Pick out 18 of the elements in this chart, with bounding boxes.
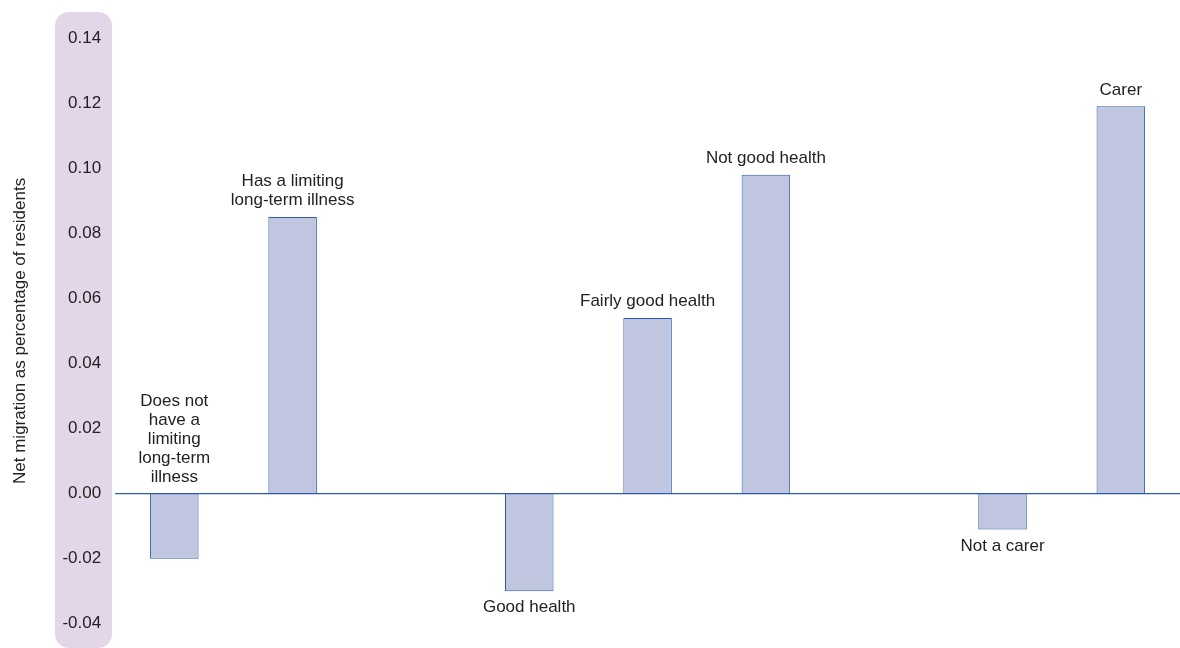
y-tick-label: 0.10 bbox=[68, 157, 102, 177]
y-tick-label: -0.02 bbox=[62, 548, 102, 568]
x-tick-label: Has a limiting long-term illness bbox=[230, 171, 355, 210]
x-tick-label: Does not have a limiting long-term illness bbox=[138, 390, 211, 486]
y-tick-label: 0.14 bbox=[68, 27, 102, 47]
x-tick-label: Not a carer bbox=[960, 535, 1045, 555]
y-tick-label: 0.08 bbox=[68, 222, 102, 242]
y-axis-title: Net migration as percentage of residents bbox=[9, 177, 29, 484]
x-tick-label: Not good health bbox=[705, 147, 826, 167]
y-tick-label: 0.12 bbox=[68, 92, 102, 112]
y-tick-label: 0.00 bbox=[68, 483, 102, 503]
y-tick-label: 0.04 bbox=[68, 353, 102, 373]
x-tick-label: Good health bbox=[482, 597, 576, 617]
y-tick-label: 0.06 bbox=[68, 288, 102, 308]
y-tick-label: 0.02 bbox=[68, 418, 102, 438]
x-tick-label: Fairly good health bbox=[580, 291, 716, 311]
y-tick-label: -0.04 bbox=[62, 613, 102, 633]
x-tick-label: Carer bbox=[1099, 79, 1143, 99]
